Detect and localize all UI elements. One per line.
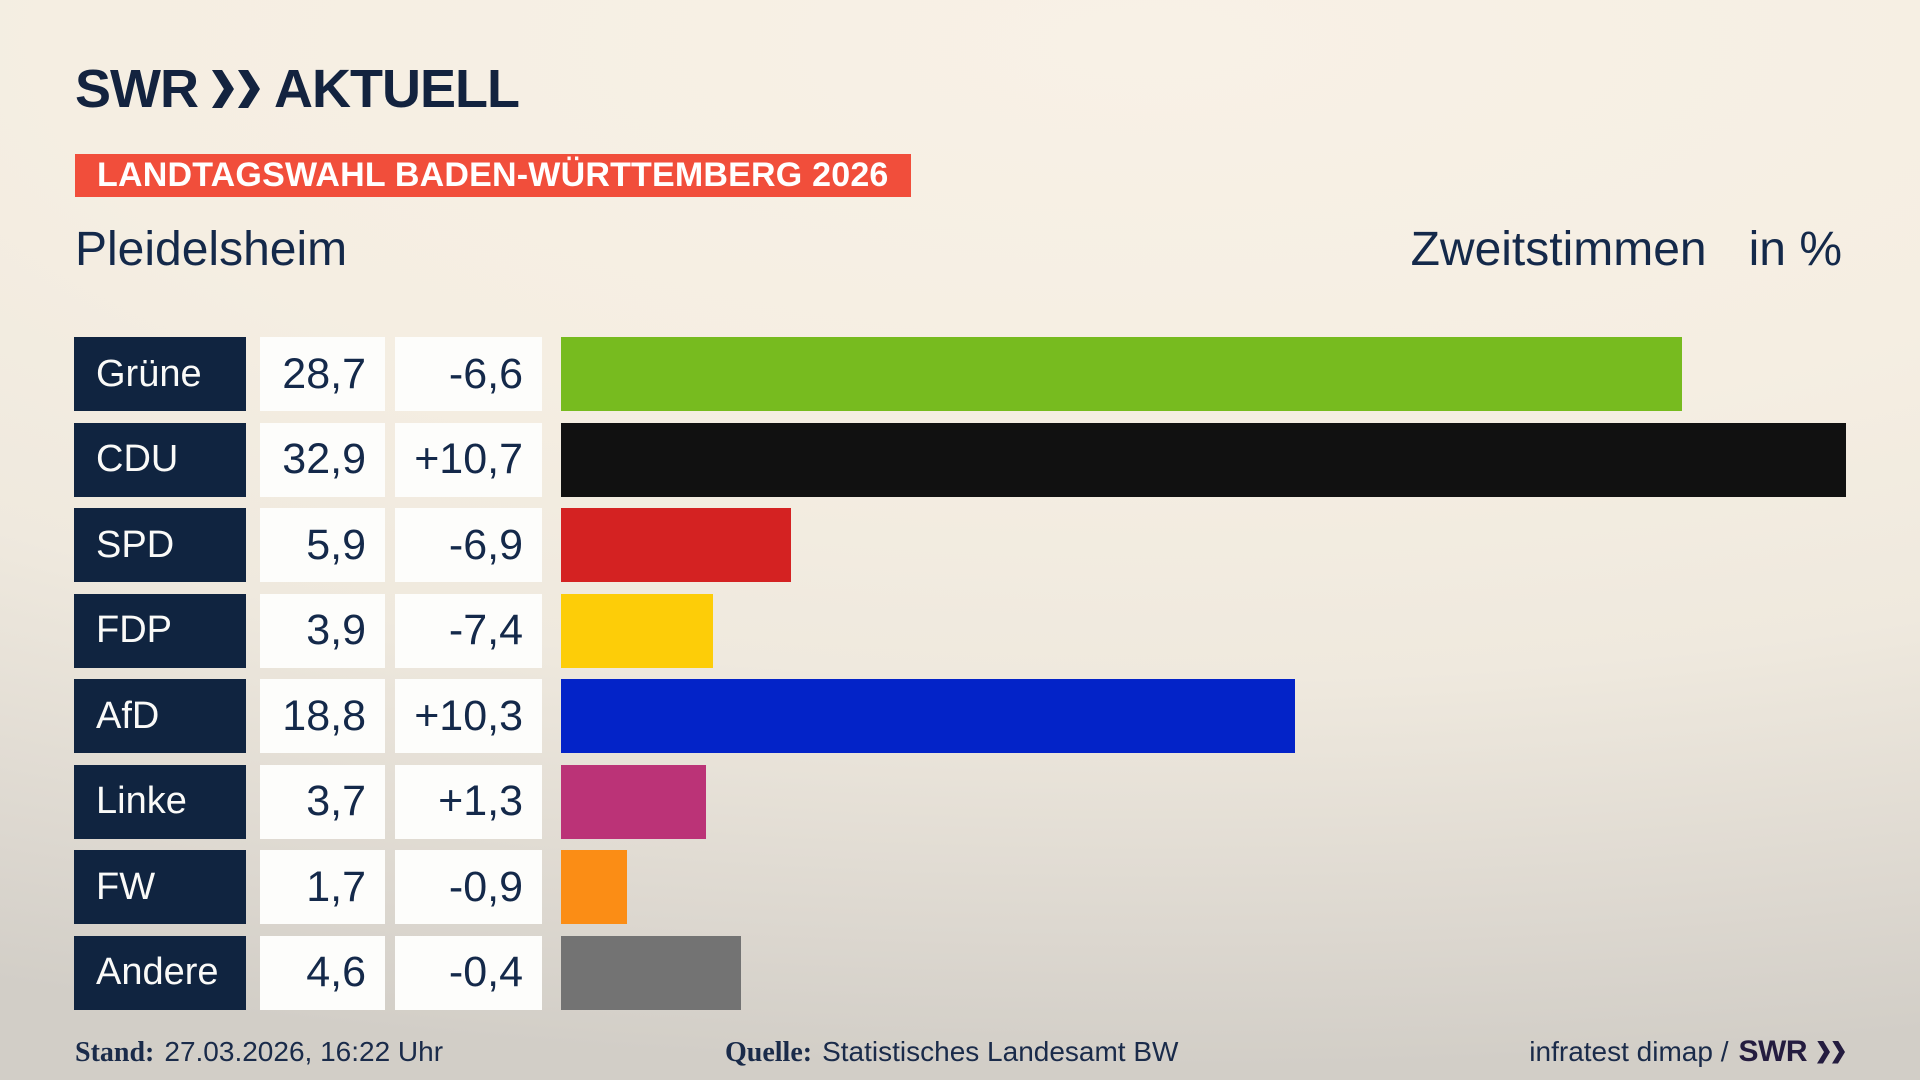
- footer: Stand: 27.03.2026, 16:22 Uhr Quelle: Sta…: [75, 1030, 1845, 1074]
- subtitle-row: Pleidelsheim Zweitstimmen in %: [75, 222, 1842, 278]
- party-value: 3,9: [260, 593, 385, 668]
- swr-logo-text: SWR: [75, 59, 199, 119]
- party-value: 18,8: [260, 679, 385, 753]
- metric-name: Zweitstimmen: [1410, 223, 1707, 276]
- result-bar: [561, 337, 1682, 411]
- aktuell-logo-text: AKTUELL: [273, 59, 520, 119]
- party-label: SPD: [74, 508, 246, 582]
- party-label: FDP: [74, 593, 246, 668]
- stand-timestamp: Stand: 27.03.2026, 16:22 Uhr: [75, 1036, 443, 1069]
- party-value: 4,6: [260, 935, 385, 1010]
- party-label: CDU: [74, 422, 246, 497]
- party-row: CDU 32,9 +10,7: [0, 422, 1920, 497]
- party-label: AfD: [74, 679, 246, 753]
- stand-label: Stand:: [75, 1036, 155, 1068]
- party-row: Andere 4,6 -0,4: [0, 935, 1920, 1010]
- result-bar: [561, 850, 627, 924]
- party-change: +10,7: [395, 422, 542, 497]
- party-row: FW 1,7 -0,9: [0, 850, 1920, 924]
- party-change: -0,4: [395, 935, 542, 1010]
- party-row: Linke 3,7 +1,3: [0, 764, 1920, 839]
- swr-chevrons-icon: [211, 70, 260, 108]
- party-change: -6,9: [395, 508, 542, 582]
- chevron-right-icon: [211, 70, 234, 108]
- party-value: 32,9: [260, 422, 385, 497]
- result-bar: [561, 935, 741, 1010]
- party-row: Grüne 28,7 -6,6: [0, 337, 1920, 411]
- election-banner: LANDTAGSWAHL BADEN-WÜRTTEMBERG 2026: [75, 154, 911, 197]
- party-change: -0,9: [395, 850, 542, 924]
- credit-note: infratest dimap / SWR: [1529, 1035, 1845, 1069]
- party-row: FDP 3,9 -7,4: [0, 593, 1920, 668]
- result-bar: [561, 764, 706, 839]
- result-bar: [561, 508, 791, 582]
- party-label: Grüne: [74, 337, 246, 411]
- chevron-right-icon: [237, 70, 260, 108]
- result-bar: [561, 422, 1846, 497]
- party-change: +10,3: [395, 679, 542, 753]
- metric-unit: in %: [1748, 223, 1842, 276]
- swr-footer-chevrons-icon: [1817, 1040, 1845, 1064]
- stand-value: 27.03.2026, 16:22 Uhr: [164, 1035, 444, 1067]
- metric-title: Zweitstimmen in %: [1411, 222, 1842, 277]
- party-change: -7,4: [395, 593, 542, 668]
- municipality-title: Pleidelsheim: [75, 223, 348, 276]
- party-change: +1,3: [395, 764, 542, 839]
- party-label: FW: [74, 850, 246, 924]
- party-value: 28,7: [260, 337, 385, 411]
- party-row: SPD 5,9 -6,9: [0, 508, 1920, 582]
- party-value: 5,9: [260, 508, 385, 582]
- source-value: Statistisches Landesamt BW: [822, 1035, 1179, 1067]
- party-value: 1,7: [260, 850, 385, 924]
- source-note: Quelle: Statistisches Landesamt BW: [725, 1036, 1178, 1069]
- party-change: -6,6: [395, 337, 542, 411]
- party-value: 3,7: [260, 764, 385, 839]
- party-label: Linke: [74, 764, 246, 839]
- credit-text: infratest dimap /: [1529, 1036, 1729, 1067]
- results-bar-chart: Grüne 28,7 -6,6 CDU 32,9 +10,7 SPD 5,9 -…: [0, 337, 1920, 1010]
- party-label: Andere: [74, 935, 246, 1010]
- result-bar: [561, 593, 713, 668]
- swr-aktuell-logo: SWR AKTUELL: [75, 59, 520, 119]
- result-bar: [561, 679, 1295, 753]
- chevron-right-icon: [1817, 1040, 1830, 1064]
- chevron-right-icon: [1832, 1040, 1845, 1064]
- swr-footer-logo: SWR: [1738, 1035, 1808, 1068]
- party-row: AfD 18,8 +10,3: [0, 679, 1920, 753]
- source-label: Quelle:: [725, 1036, 813, 1068]
